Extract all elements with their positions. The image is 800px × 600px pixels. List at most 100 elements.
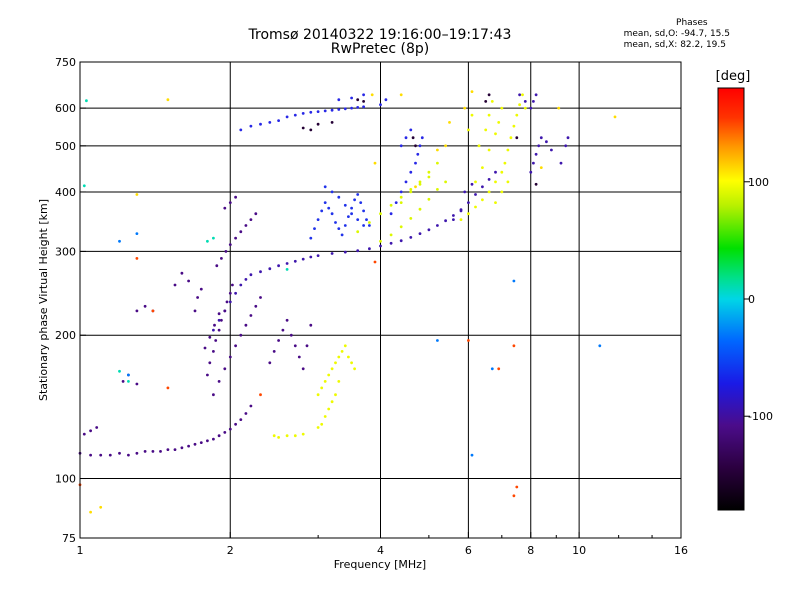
data-point	[228, 201, 232, 205]
data-point	[404, 180, 408, 184]
data-point	[239, 283, 243, 287]
x-tick-label: 8	[527, 544, 534, 557]
data-point	[467, 128, 470, 132]
data-point	[323, 415, 327, 418]
data-point	[199, 441, 203, 444]
data-point	[515, 136, 519, 140]
data-point	[231, 283, 234, 287]
data-point	[327, 407, 331, 411]
y-tick-label: 200	[55, 329, 76, 342]
data-point	[362, 93, 365, 97]
data-point	[459, 209, 463, 213]
data-point	[523, 106, 527, 110]
data-point	[249, 314, 253, 317]
data-point	[414, 144, 417, 148]
x-tick-label: 4	[377, 544, 384, 557]
data-point	[566, 136, 570, 140]
y-tick-label: 600	[55, 102, 76, 115]
colorbar-label: [deg]	[716, 69, 751, 84]
data-point	[409, 236, 413, 239]
data-point	[268, 361, 272, 365]
data-point	[330, 212, 334, 216]
data-point	[89, 429, 92, 433]
chart-title: Tromsø 20140322 19:16:00–19:17:43	[248, 27, 512, 43]
data-point	[212, 437, 215, 441]
data-point	[529, 170, 533, 174]
data-point	[497, 367, 501, 371]
data-point	[234, 195, 238, 199]
x-tick-label: 2	[227, 544, 234, 557]
data-point	[343, 107, 347, 111]
data-point	[494, 180, 497, 184]
x-tick-label: 16	[674, 544, 688, 557]
data-point	[244, 278, 248, 281]
data-point	[448, 121, 451, 124]
data-point	[399, 239, 403, 243]
data-point	[323, 201, 327, 205]
data-point	[309, 128, 313, 132]
data-point	[337, 227, 341, 231]
data-point	[213, 323, 216, 327]
data-point	[436, 339, 439, 342]
data-point	[350, 361, 353, 365]
data-point	[362, 105, 365, 109]
data-point	[537, 144, 541, 148]
data-point	[487, 178, 491, 181]
data-point	[494, 170, 497, 174]
data-point	[539, 166, 543, 170]
data-point	[487, 93, 491, 97]
data-point	[474, 205, 477, 209]
data-point	[334, 221, 337, 224]
data-point	[420, 136, 424, 140]
data-point	[244, 224, 248, 227]
data-point	[416, 152, 420, 156]
data-point	[330, 108, 334, 112]
data-point	[224, 250, 228, 253]
data-point	[470, 182, 474, 186]
data-point	[285, 318, 289, 322]
data-point	[330, 400, 334, 404]
data-point	[467, 339, 470, 342]
data-point	[281, 328, 285, 332]
data-point	[411, 136, 415, 140]
data-point	[409, 170, 413, 174]
data-point	[196, 296, 200, 299]
data-point	[343, 203, 347, 207]
data-point	[418, 144, 422, 148]
data-point	[330, 252, 334, 255]
data-point	[494, 201, 497, 205]
data-point	[330, 367, 334, 371]
data-point	[223, 206, 227, 210]
data-point	[285, 115, 289, 119]
data-point	[135, 193, 139, 196]
data-point	[212, 236, 215, 240]
data-point	[85, 99, 88, 103]
data-point	[418, 182, 422, 186]
data-point	[545, 140, 548, 144]
data-point	[427, 175, 431, 179]
data-point	[550, 148, 553, 152]
data-point	[99, 453, 103, 457]
data-point	[187, 279, 191, 283]
data-point	[343, 344, 347, 348]
data-point	[239, 230, 243, 234]
data-point	[418, 180, 422, 184]
chart-subtitle: RwPretec (8p)	[330, 41, 430, 57]
data-point	[223, 431, 227, 434]
data-point	[490, 100, 494, 103]
data-point	[293, 344, 297, 348]
data-point	[409, 188, 413, 191]
data-point	[373, 161, 377, 165]
data-point	[285, 262, 289, 265]
data-point	[523, 100, 527, 103]
data-point	[427, 170, 431, 174]
data-point	[214, 339, 218, 342]
data-point	[173, 283, 177, 287]
data-point	[350, 96, 353, 100]
data-point	[135, 232, 139, 236]
data-point	[529, 106, 533, 110]
data-point	[323, 380, 327, 383]
data-point	[309, 110, 313, 114]
data-point	[208, 361, 212, 365]
data-point	[534, 93, 538, 97]
